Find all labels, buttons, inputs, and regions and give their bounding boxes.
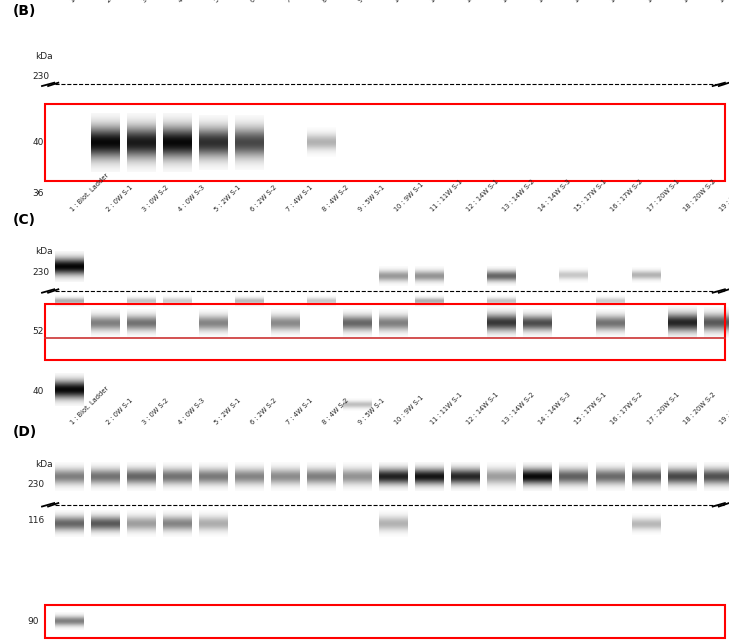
Text: 116: 116 bbox=[28, 515, 45, 524]
Text: 11 : 11W S-1: 11 : 11W S-1 bbox=[429, 0, 464, 4]
Text: 8 : 4W S-2: 8 : 4W S-2 bbox=[321, 0, 350, 4]
Text: 13 : 14W S-2: 13 : 14W S-2 bbox=[502, 0, 536, 4]
Text: 7 : 4W S-1: 7 : 4W S-1 bbox=[286, 184, 314, 213]
Text: 52: 52 bbox=[32, 328, 44, 337]
Text: 12 : 14W S-1: 12 : 14W S-1 bbox=[466, 178, 500, 213]
Text: 230: 230 bbox=[32, 72, 49, 81]
Text: 14 : 14W S-3: 14 : 14W S-3 bbox=[538, 391, 572, 425]
Text: 7 : 4W S-1: 7 : 4W S-1 bbox=[286, 0, 314, 4]
Text: 3 : 0W S-2: 3 : 0W S-2 bbox=[141, 397, 170, 425]
Text: 4 : 0W S-3: 4 : 0W S-3 bbox=[177, 0, 206, 4]
Text: 15 : 17W S-1: 15 : 17W S-1 bbox=[574, 391, 608, 425]
Text: 9 : 5W S-1: 9 : 5W S-1 bbox=[358, 397, 386, 425]
Text: 10 : 9W S-1: 10 : 9W S-1 bbox=[394, 0, 425, 4]
Text: (B): (B) bbox=[12, 4, 36, 18]
Text: 6 : 2W S-2: 6 : 2W S-2 bbox=[249, 184, 278, 213]
Text: 40: 40 bbox=[32, 138, 44, 147]
Text: 40: 40 bbox=[32, 387, 44, 396]
Text: 230: 230 bbox=[28, 479, 44, 488]
Text: 17 : 20W S-1: 17 : 20W S-1 bbox=[646, 391, 680, 425]
Text: 10 : 9W S-1: 10 : 9W S-1 bbox=[394, 181, 425, 213]
Text: 17 : 20W S-1: 17 : 20W S-1 bbox=[646, 178, 680, 213]
Text: kDa: kDa bbox=[35, 247, 52, 256]
Text: 18 : 20W S-2: 18 : 20W S-2 bbox=[682, 0, 717, 4]
Text: (C): (C) bbox=[12, 213, 36, 227]
Text: 6 : 2W S-2: 6 : 2W S-2 bbox=[249, 0, 278, 4]
Text: 15 : 17W S-1: 15 : 17W S-1 bbox=[574, 178, 608, 213]
Text: 2 : 0W S-1: 2 : 0W S-1 bbox=[105, 184, 133, 213]
Text: 3 : 0W S-2: 3 : 0W S-2 bbox=[141, 184, 170, 213]
Text: 11 : 11W S-1: 11 : 11W S-1 bbox=[429, 178, 464, 213]
Text: 1 : Biot. Ladder: 1 : Biot. Ladder bbox=[69, 172, 109, 213]
Text: 19 : 24W S-1: 19 : 24W S-1 bbox=[718, 178, 729, 213]
Text: 12 : 14W S-1: 12 : 14W S-1 bbox=[466, 391, 500, 425]
Text: 18 : 20W S-2: 18 : 20W S-2 bbox=[682, 391, 717, 425]
Text: 13 : 14W S-2: 13 : 14W S-2 bbox=[502, 391, 536, 425]
Text: 8 : 4W S-2: 8 : 4W S-2 bbox=[321, 184, 350, 213]
Text: 36: 36 bbox=[32, 189, 44, 198]
Text: 15 : 17W S-1: 15 : 17W S-1 bbox=[574, 0, 608, 4]
Text: kDa: kDa bbox=[35, 460, 52, 469]
Text: 4 : 0W S-3: 4 : 0W S-3 bbox=[177, 397, 206, 425]
Text: 16 : 17W S-2: 16 : 17W S-2 bbox=[610, 178, 644, 213]
Text: 2 : 0W S-1: 2 : 0W S-1 bbox=[105, 397, 133, 425]
Text: 8 : 4W S-2: 8 : 4W S-2 bbox=[321, 397, 350, 425]
Bar bbox=[45, 104, 725, 181]
Text: ': ' bbox=[36, 190, 39, 200]
Text: (D): (D) bbox=[12, 425, 36, 439]
Bar bbox=[45, 605, 725, 638]
Text: 19 : 24W S-1: 19 : 24W S-1 bbox=[718, 0, 729, 4]
Text: 16 : 17W S-2: 16 : 17W S-2 bbox=[610, 0, 644, 4]
Text: 3 : 0W S-2: 3 : 0W S-2 bbox=[141, 0, 170, 4]
Text: 19 : 24W S-1: 19 : 24W S-1 bbox=[718, 391, 729, 425]
Text: 13 : 14W S-2: 13 : 14W S-2 bbox=[502, 178, 536, 213]
Text: 9 : 5W S-1: 9 : 5W S-1 bbox=[358, 0, 386, 4]
Text: 1 : Biot. Ladder: 1 : Biot. Ladder bbox=[69, 0, 109, 4]
Text: 2 : 0W S-1: 2 : 0W S-1 bbox=[105, 0, 133, 4]
Text: 14 : 14W S-3: 14 : 14W S-3 bbox=[538, 178, 572, 213]
Text: 17 : 20W S-1: 17 : 20W S-1 bbox=[646, 0, 680, 4]
Text: 5 : 2W S-1: 5 : 2W S-1 bbox=[214, 397, 242, 425]
Text: 230: 230 bbox=[32, 268, 49, 278]
Text: 6 : 2W S-2: 6 : 2W S-2 bbox=[249, 397, 278, 425]
Text: 14 : 14W S-3: 14 : 14W S-3 bbox=[538, 0, 572, 4]
Text: 10 : 9W S-1: 10 : 9W S-1 bbox=[394, 394, 425, 425]
Bar bbox=[45, 304, 725, 360]
Text: 7 : 4W S-1: 7 : 4W S-1 bbox=[286, 397, 314, 425]
Text: 11 : 11W S-1: 11 : 11W S-1 bbox=[429, 391, 464, 425]
Text: 5 : 2W S-1: 5 : 2W S-1 bbox=[214, 184, 242, 213]
Text: 16 : 17W S-2: 16 : 17W S-2 bbox=[610, 391, 644, 425]
Text: 1 : Biot. Ladder: 1 : Biot. Ladder bbox=[69, 385, 109, 425]
Text: 90: 90 bbox=[28, 617, 39, 626]
Text: 5 : 2W S-1: 5 : 2W S-1 bbox=[214, 0, 242, 4]
Text: 4 : 0W S-3: 4 : 0W S-3 bbox=[177, 184, 206, 213]
Text: 18 : 20W S-2: 18 : 20W S-2 bbox=[682, 178, 717, 213]
Text: kDa: kDa bbox=[35, 52, 52, 61]
Text: 12 : 14W S-1: 12 : 14W S-1 bbox=[466, 0, 500, 4]
Text: 9 : 5W S-1: 9 : 5W S-1 bbox=[358, 184, 386, 213]
